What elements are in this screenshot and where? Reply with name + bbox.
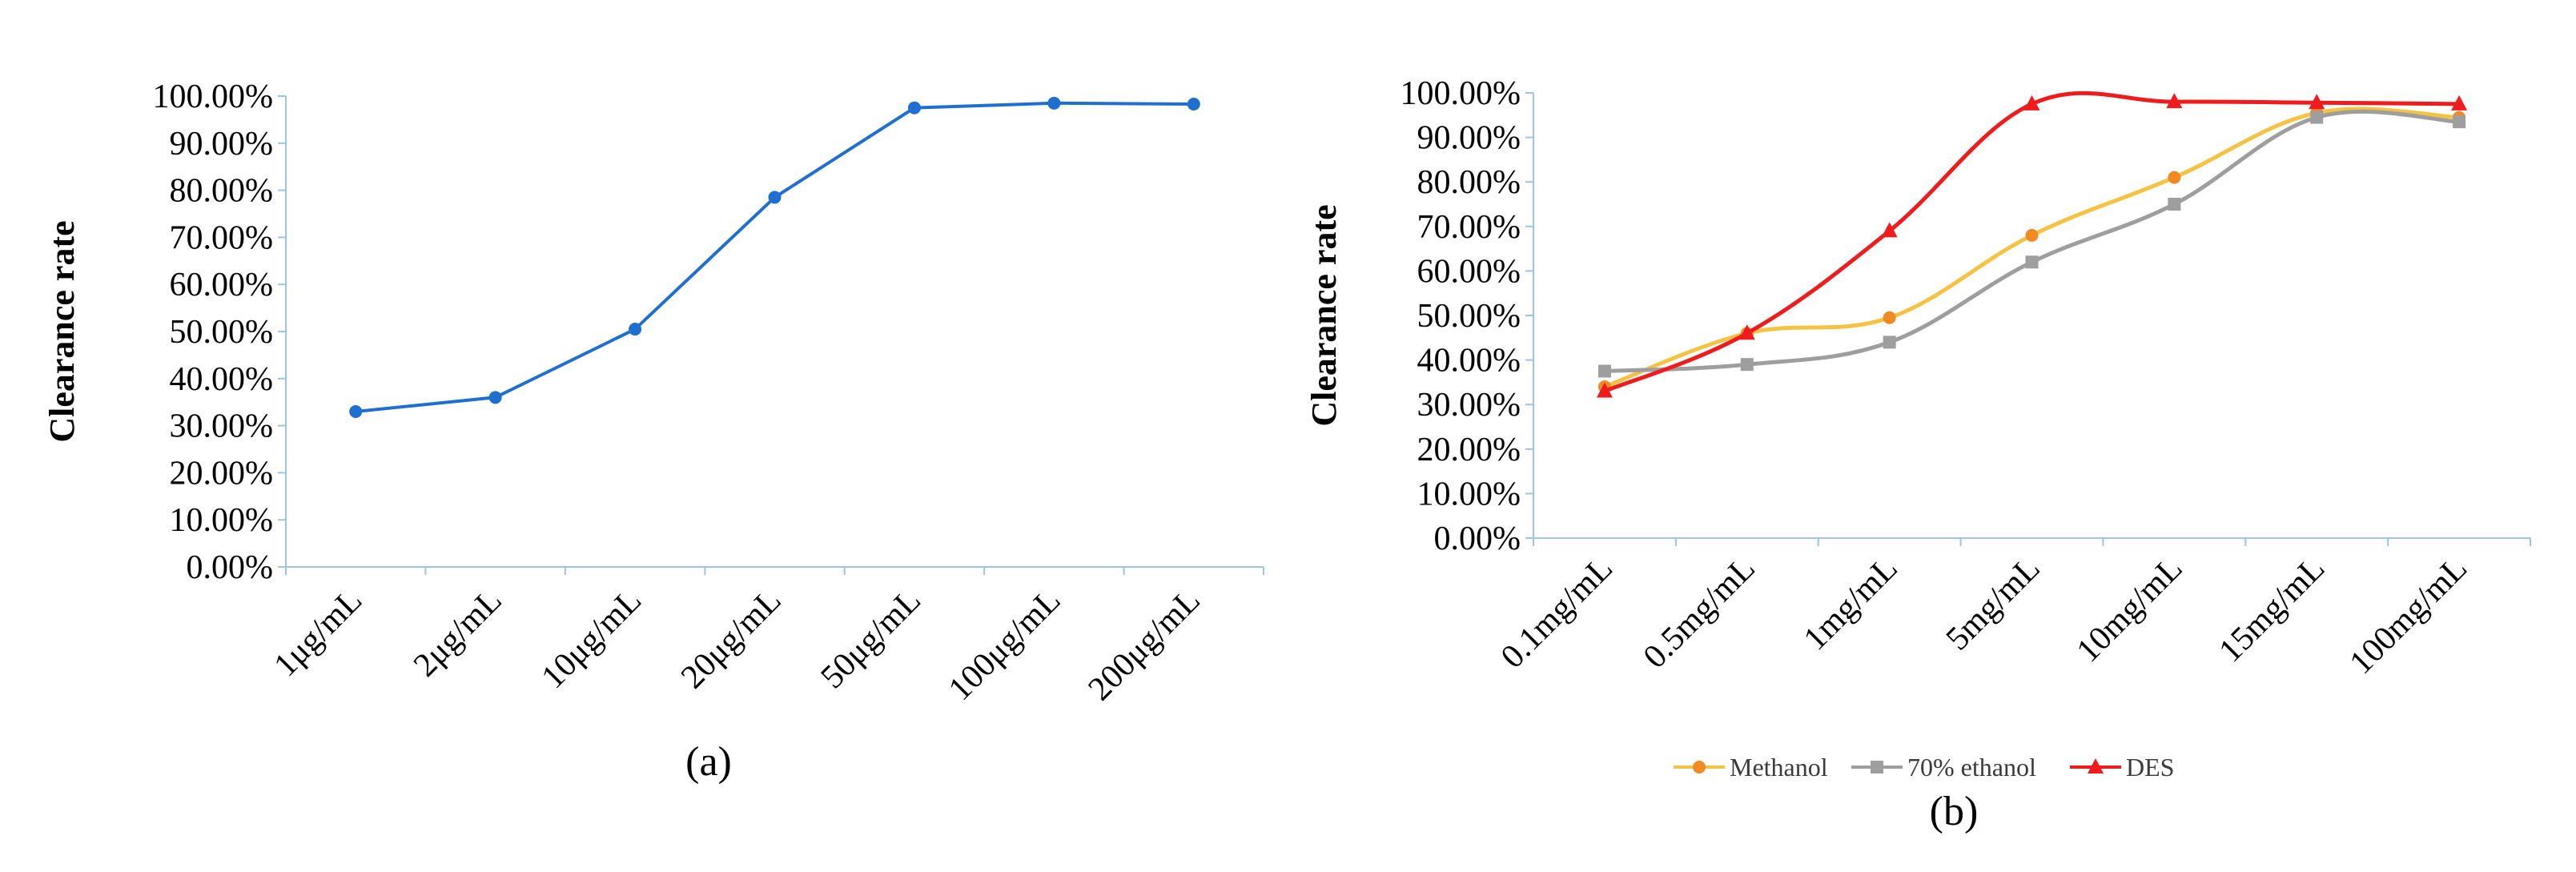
legend-label: DES xyxy=(2126,753,2174,782)
chart-caption: (b) xyxy=(1930,789,1979,834)
x-tick-label: 15mg/mL xyxy=(2212,550,2333,670)
y-tick-label: 80.00% xyxy=(170,173,274,210)
y-tick-label: 90.00% xyxy=(170,126,274,163)
series-line-des xyxy=(1602,90,2461,393)
y-tick-label: 40.00% xyxy=(170,361,274,398)
chart-caption: (a) xyxy=(685,739,732,785)
series-line-0 xyxy=(354,101,1196,413)
data-point xyxy=(1047,96,1061,110)
data-point xyxy=(768,191,782,204)
y-tick-label: 60.00% xyxy=(1417,253,1521,290)
data-point xyxy=(1597,364,1611,378)
data-point xyxy=(2025,255,2039,269)
y-tick-label: 60.00% xyxy=(170,267,274,303)
y-tick-label: 0.00% xyxy=(187,549,274,586)
data-point xyxy=(2310,111,2324,124)
data-point xyxy=(1596,382,1613,398)
data-point xyxy=(2025,228,2039,242)
data-point xyxy=(629,323,642,336)
y-tick-label: 50.00% xyxy=(170,314,274,351)
y-axis-title: Clearance rate xyxy=(1304,204,1344,426)
legend-marker xyxy=(2088,758,2104,774)
data-point xyxy=(1883,336,1896,349)
legend-label: 70% ethanol xyxy=(1907,753,2036,782)
data-point xyxy=(2451,94,2468,111)
y-tick-label: 30.00% xyxy=(170,408,274,445)
data-point xyxy=(2453,115,2466,129)
data-point xyxy=(2168,171,2181,184)
x-tick-label: 100μg/mL xyxy=(942,582,1067,708)
y-tick-label: 100.00% xyxy=(1401,75,1521,112)
data-point xyxy=(349,404,363,418)
x-tick-label: 20μg/mL xyxy=(674,582,788,696)
data-point xyxy=(2166,93,2183,109)
data-point xyxy=(2309,94,2325,110)
x-tick-label: 50μg/mL xyxy=(814,582,928,696)
y-axis-title: Clearance rate xyxy=(42,220,82,442)
x-tick-label: 0.5mg/mL xyxy=(1637,550,1762,676)
data-point xyxy=(1883,311,1896,324)
y-tick-label: 10.00% xyxy=(1417,476,1521,512)
y-tick-label: 80.00% xyxy=(1417,164,1521,201)
x-tick-label: 2μg/mL xyxy=(407,582,509,685)
x-tick-label: 100mg/mL xyxy=(2343,550,2475,682)
y-tick-label: 70.00% xyxy=(170,219,274,256)
y-tick-label: 20.00% xyxy=(170,455,274,492)
y-tick-label: 70.00% xyxy=(1417,209,1521,246)
data-point xyxy=(2023,94,2040,111)
data-point xyxy=(1881,222,1898,238)
y-tick-label: 90.00% xyxy=(1417,120,1521,157)
y-tick-label: 20.00% xyxy=(1417,432,1521,468)
legend-label: Methanol xyxy=(1730,753,1828,782)
x-tick-label: 10mg/mL xyxy=(2070,550,2190,670)
data-point xyxy=(2168,198,2181,211)
y-tick-label: 0.00% xyxy=(1434,520,1521,557)
y-tick-label: 100.00% xyxy=(153,78,274,115)
y-tick-label: 40.00% xyxy=(1417,343,1521,380)
data-point xyxy=(1740,358,1754,372)
x-tick-label: 5mg/mL xyxy=(1939,550,2048,658)
data-point xyxy=(488,391,502,404)
x-tick-label: 0.1mg/mL xyxy=(1494,550,1620,676)
x-tick-label: 10μg/mL xyxy=(535,582,649,696)
legend-marker xyxy=(1871,761,1883,774)
data-point xyxy=(907,101,921,115)
chart-a: 0.00% 10.00% 20.00% 30.00% 40.00% 50.00% 60.00… xyxy=(42,78,1264,785)
data-point xyxy=(1187,97,1200,111)
y-tick-label: 30.00% xyxy=(1417,387,1521,424)
y-tick-label: 50.00% xyxy=(1417,298,1521,335)
x-tick-label: 200μg/mL xyxy=(1082,582,1208,708)
series-line-methanol xyxy=(1602,106,2461,389)
legend-marker xyxy=(1693,761,1706,774)
x-tick-label: 1mg/mL xyxy=(1797,550,1905,658)
chart-b: 0.00% 10.00% 20.00% 30.00% 40.00% 50.00% 60.00… xyxy=(1304,75,2531,834)
data-point xyxy=(1738,324,1755,340)
x-tick-label: 1μg/mL xyxy=(267,582,370,685)
y-tick-label: 10.00% xyxy=(170,502,274,539)
